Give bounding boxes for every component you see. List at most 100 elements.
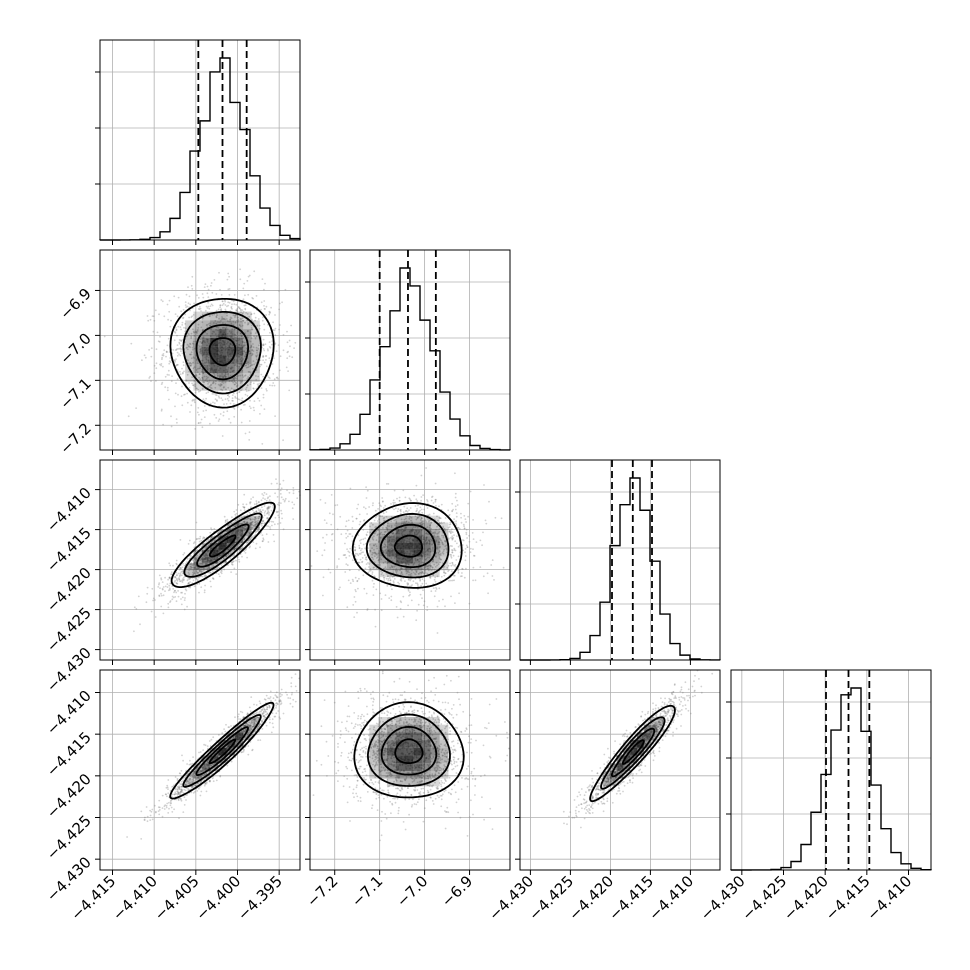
scatter-point — [223, 375, 226, 377]
scatter-point — [452, 508, 454, 511]
scatter-point — [230, 322, 233, 325]
scatter-point — [211, 304, 214, 307]
scatter-point — [192, 579, 195, 582]
scatter-point — [170, 425, 173, 428]
scatter-point — [168, 584, 171, 587]
scatter-point — [209, 386, 212, 389]
scatter-point — [184, 597, 186, 599]
scatter-point — [256, 354, 259, 357]
scatter-point — [438, 505, 440, 508]
scatter-point — [394, 501, 396, 504]
scatter-point — [461, 572, 463, 574]
scatter-point — [451, 528, 453, 530]
scatter-point — [254, 337, 257, 340]
scatter-point — [229, 389, 232, 392]
scatter-point — [257, 397, 259, 400]
scatter-point — [263, 512, 266, 514]
scatter-point — [203, 286, 206, 288]
scatter-point — [224, 381, 227, 384]
scatter-point — [262, 522, 264, 525]
scatter-point — [241, 397, 244, 400]
scatter-point — [374, 509, 377, 512]
scatter-point — [160, 408, 163, 411]
scatter-point — [400, 579, 403, 582]
scatter-point — [181, 321, 184, 324]
scatter-point — [216, 375, 219, 377]
scatter-point — [258, 501, 260, 503]
scatter-point — [472, 538, 475, 540]
scatter-point — [355, 552, 357, 555]
scatter-point — [233, 383, 236, 386]
scatter-point — [260, 301, 263, 304]
scatter-point — [263, 288, 265, 291]
scatter-point — [284, 288, 287, 291]
scatter-point — [161, 354, 164, 357]
scatter-point — [201, 317, 204, 320]
scatter-point — [262, 343, 265, 345]
scatter-point — [292, 518, 295, 520]
scatter-point — [154, 309, 157, 312]
scatter-point — [204, 309, 207, 312]
scatter-point — [338, 588, 340, 591]
scatter-point — [252, 387, 255, 390]
scatter-point — [454, 549, 457, 552]
scatter-point — [228, 301, 231, 304]
scatter-point — [227, 399, 230, 402]
scatter-point — [224, 374, 226, 377]
scatter-point — [157, 340, 160, 343]
scatter-point — [472, 579, 474, 582]
scatter-point — [408, 509, 410, 512]
scatter-point — [221, 373, 224, 375]
scatter-point — [251, 348, 254, 351]
scatter-point — [214, 382, 217, 385]
scatter-point — [275, 707, 277, 709]
scatter-point — [217, 395, 220, 398]
scatter-point — [158, 582, 161, 584]
scatter-point — [371, 571, 374, 574]
scatter-point — [237, 715, 240, 718]
scatter-point — [250, 344, 253, 347]
scatter-point — [181, 367, 183, 370]
scatter-point — [209, 402, 212, 405]
scatter-point — [246, 336, 249, 339]
scatter-point — [260, 387, 263, 389]
scatter-point — [180, 345, 183, 347]
scatter-point — [158, 583, 160, 586]
scatter-point — [467, 502, 470, 505]
scatter-point — [244, 344, 247, 347]
scatter-point — [169, 357, 172, 359]
scatter-point — [244, 353, 247, 356]
scatter-point — [161, 581, 164, 583]
scatter-point — [243, 375, 246, 377]
scatter-point — [386, 585, 389, 587]
scatter-point — [276, 511, 278, 514]
scatter-point — [407, 579, 410, 581]
scatter-point — [422, 494, 424, 496]
scatter-point — [247, 370, 250, 373]
scatter-point — [167, 589, 170, 592]
scatter-point — [206, 292, 209, 295]
scatter-point — [160, 592, 162, 595]
scatter-point — [444, 517, 447, 519]
scatter-point — [354, 576, 357, 579]
scatter-point — [241, 374, 244, 377]
scatter-point — [221, 300, 224, 303]
scatter-point — [234, 377, 237, 380]
scatter-point — [242, 287, 245, 290]
scatter-point — [204, 379, 207, 382]
scatter-point — [362, 538, 365, 541]
scatter-point — [280, 496, 283, 499]
scatter-point — [240, 309, 242, 311]
scatter-point — [291, 356, 294, 359]
scatter-point — [244, 552, 247, 554]
scatter-point — [194, 428, 197, 430]
scatter-point — [177, 595, 180, 598]
scatter-point — [273, 384, 276, 387]
scatter-point — [192, 356, 195, 359]
scatter-point — [374, 625, 377, 628]
scatter-point — [213, 374, 216, 376]
scatter-point — [247, 363, 250, 366]
scatter-point — [188, 577, 191, 580]
scatter-point — [202, 410, 205, 412]
scatter-point — [167, 337, 170, 340]
